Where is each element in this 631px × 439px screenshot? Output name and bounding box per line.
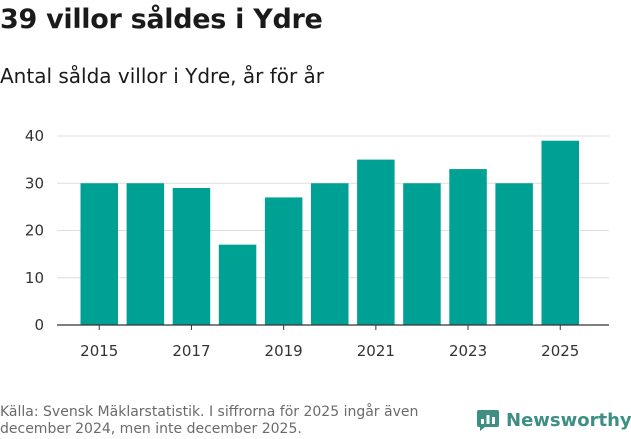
y-tick-label-30: 30 [25,174,44,192]
chart-title: 39 villor såldes i Ydre [0,4,323,35]
bar-2020 [311,183,349,325]
y-tick-label-40: 40 [25,127,44,145]
x-tick-label-2023: 2023 [449,342,487,360]
bar-2025 [541,140,579,325]
y-tick-label-10: 10 [25,269,44,287]
bar-2024 [495,183,533,325]
brand-name: Newsworthy [506,409,631,431]
x-tick-label-2021: 2021 [357,342,395,360]
bar-chart-icon [477,410,499,431]
y-tick-label-20: 20 [25,222,44,240]
x-tick-label-2017: 2017 [172,342,210,360]
x-tick-label-2025: 2025 [541,342,579,360]
bar-2015 [80,183,118,325]
x-tick-label-2015: 2015 [80,342,118,360]
y-tick-label-0: 0 [34,316,44,334]
bar-2017 [172,187,211,325]
bar-2018 [218,244,257,325]
bar-2019 [264,197,303,325]
bar-2016 [126,183,165,325]
x-tick-label-2019: 2019 [265,342,303,360]
brand-logo[interactable]: Newsworthy [476,408,631,432]
bar-2021 [357,159,395,325]
chart-subtitle: Antal sålda villor i Ydre, år för år [0,64,325,88]
bar-2022 [403,183,441,325]
bar-2023 [449,169,487,325]
source-note: Källa: Svensk Mäklarstatistik. I siffror… [0,404,419,437]
